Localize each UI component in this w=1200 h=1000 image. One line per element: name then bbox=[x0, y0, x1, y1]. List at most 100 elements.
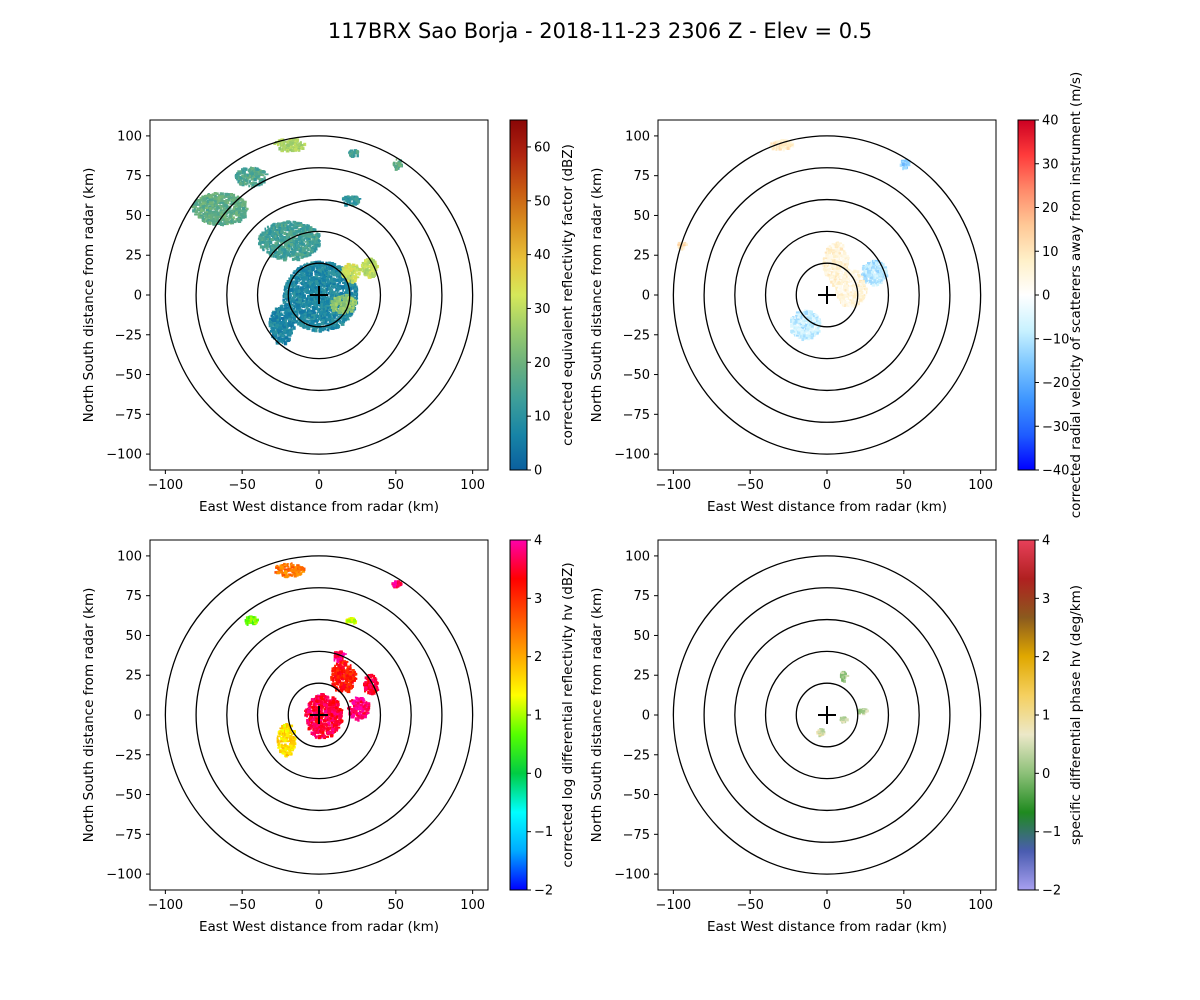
echo-pixel bbox=[303, 313, 307, 315]
echo-pixel bbox=[352, 263, 356, 266]
echo-pixel bbox=[318, 310, 323, 314]
echo-pixel bbox=[265, 247, 269, 250]
echo-pixel bbox=[280, 229, 284, 233]
echo-pixel bbox=[346, 315, 349, 319]
echo-pixel bbox=[337, 310, 342, 314]
echo-pixel bbox=[304, 241, 309, 243]
echo-pixel bbox=[214, 216, 217, 219]
echo-pixel bbox=[281, 333, 285, 336]
echo-pixel bbox=[353, 289, 358, 293]
echo-pixel bbox=[307, 309, 309, 314]
echo-pixel bbox=[328, 286, 332, 290]
echo-pixel bbox=[224, 220, 228, 225]
echo-pixel bbox=[335, 309, 338, 312]
echo-pixel bbox=[262, 249, 265, 252]
echo-pixel bbox=[305, 305, 308, 308]
echo-pixel bbox=[320, 308, 323, 312]
echo-pixel bbox=[336, 286, 341, 290]
echo-pixel bbox=[223, 210, 226, 213]
echo-pixel bbox=[204, 206, 209, 210]
echo-pixel bbox=[830, 244, 834, 247]
echo-pixel bbox=[297, 145, 301, 148]
echo-pixel bbox=[196, 207, 199, 210]
echo-pixel bbox=[283, 341, 286, 345]
echo-pixel bbox=[295, 308, 298, 311]
echo-pixel bbox=[856, 301, 859, 304]
echo-pixel bbox=[797, 330, 801, 335]
echo-pixel bbox=[272, 249, 276, 251]
echo-pixel bbox=[244, 203, 247, 206]
echo-pixel bbox=[299, 240, 302, 243]
echo-pixel bbox=[306, 274, 309, 276]
echo-pixel bbox=[843, 251, 847, 255]
echo-pixel bbox=[804, 319, 808, 323]
echo-pixel bbox=[342, 318, 347, 322]
echo-pixel bbox=[365, 268, 369, 272]
echo-pixel bbox=[301, 282, 305, 286]
echo-pixel bbox=[850, 286, 853, 289]
echo-pixel bbox=[842, 265, 846, 269]
x-tick-label: 0 bbox=[315, 478, 323, 493]
echo-pixel bbox=[275, 252, 278, 256]
echo-pixel bbox=[344, 265, 348, 269]
echo-pixel bbox=[205, 211, 209, 213]
echo-pixel bbox=[237, 203, 241, 206]
echo-pixel bbox=[260, 240, 263, 243]
echo-pixel bbox=[233, 220, 237, 224]
echo-pixel bbox=[837, 285, 841, 288]
echo-pixel bbox=[262, 170, 265, 174]
echo-pixel bbox=[219, 213, 223, 216]
echo-pixel bbox=[316, 291, 320, 295]
echo-pixel bbox=[235, 203, 238, 208]
echo-pixel bbox=[333, 327, 337, 330]
echo-pixel bbox=[839, 257, 842, 260]
echo-pixel bbox=[220, 206, 223, 210]
echo-pixel bbox=[306, 281, 309, 285]
echo-pixel bbox=[353, 149, 357, 152]
echo-pixel bbox=[297, 146, 301, 149]
echo-pixel bbox=[345, 313, 349, 317]
echo-pixel bbox=[350, 310, 354, 313]
echo-pixel bbox=[232, 195, 235, 198]
echo-pixel bbox=[283, 236, 287, 239]
echo-pixel bbox=[286, 235, 289, 239]
echo-pixel bbox=[300, 255, 304, 259]
echo-pixel bbox=[263, 243, 267, 247]
echo-pixel bbox=[810, 324, 814, 328]
echo-pixel bbox=[865, 287, 868, 291]
echo-pixel bbox=[331, 262, 334, 265]
echo-pixel bbox=[253, 178, 257, 182]
echo-pixel bbox=[348, 199, 352, 202]
echo-pixel bbox=[204, 211, 207, 215]
echo-pixel bbox=[845, 276, 848, 279]
echo-pixel bbox=[860, 281, 864, 284]
colorbar-tick-label: 10 bbox=[534, 410, 551, 425]
echo-pixel bbox=[853, 304, 857, 308]
echo-pixel bbox=[851, 280, 856, 283]
echo-pixel bbox=[327, 314, 331, 318]
echo-pixel bbox=[293, 301, 296, 304]
echo-pixel bbox=[293, 147, 297, 151]
echo-pixel bbox=[803, 335, 806, 338]
echo-pixel bbox=[230, 209, 234, 212]
echo-pixel bbox=[325, 271, 328, 275]
echo-pixel bbox=[844, 293, 848, 297]
echo-pixel bbox=[199, 203, 203, 207]
echo-pixel bbox=[812, 319, 816, 322]
echo-pixel bbox=[372, 273, 376, 277]
echo-pixel bbox=[338, 297, 342, 302]
echo-pixel bbox=[791, 319, 795, 324]
echo-pixel bbox=[363, 266, 367, 270]
echo-pixel bbox=[832, 249, 835, 252]
echo-pixel bbox=[256, 167, 259, 171]
echo-pixel bbox=[325, 321, 328, 325]
echo-pixel bbox=[292, 305, 295, 308]
echo-pixel bbox=[285, 322, 289, 325]
echo-pixel bbox=[850, 290, 852, 293]
echo-pixel bbox=[294, 226, 298, 230]
echo-pixel bbox=[324, 266, 327, 269]
echo-pixel bbox=[316, 322, 321, 325]
echo-pixel bbox=[339, 320, 342, 325]
echo-pixel bbox=[315, 314, 318, 317]
echo-pixel bbox=[272, 224, 275, 228]
